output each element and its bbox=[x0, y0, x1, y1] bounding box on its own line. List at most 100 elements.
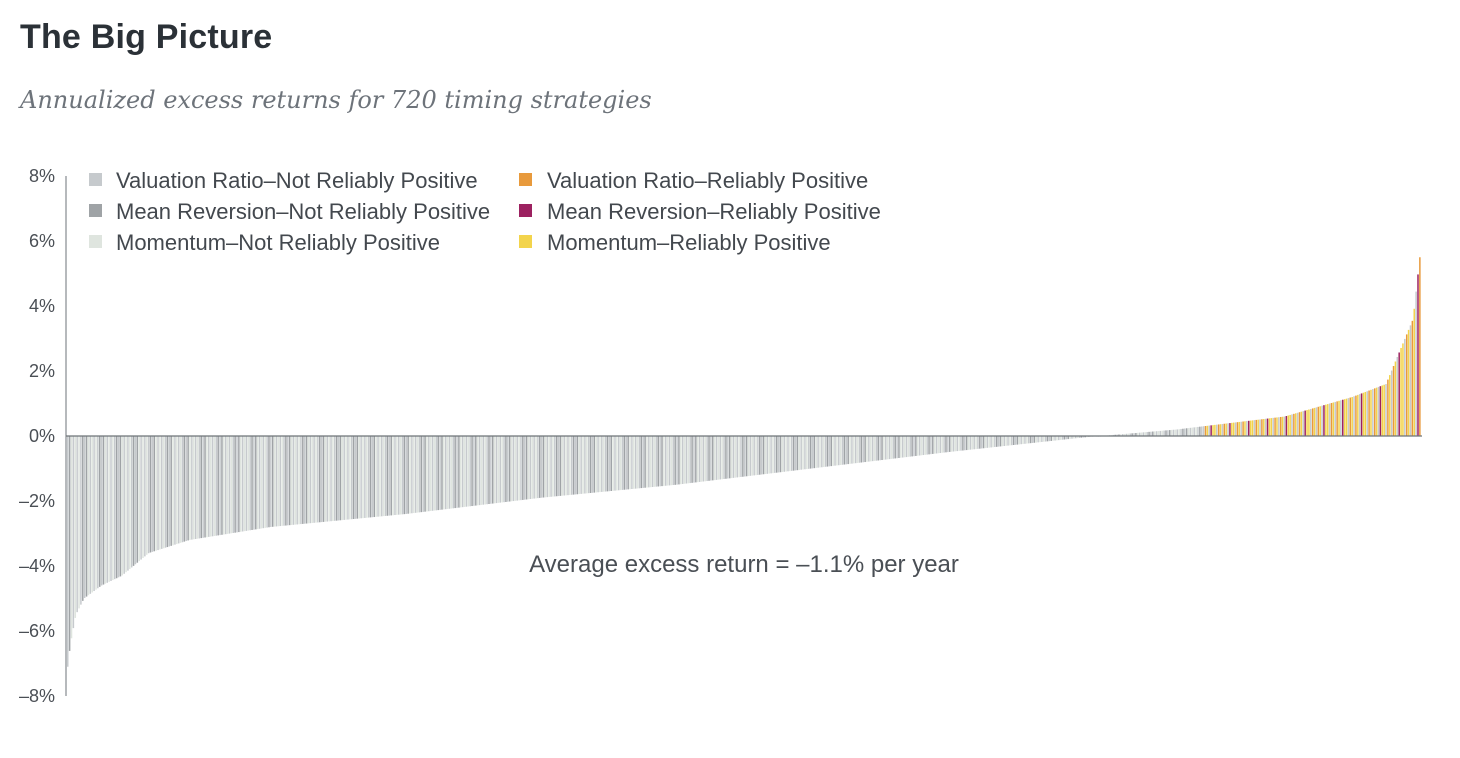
strategy-bar bbox=[1347, 398, 1350, 436]
chart-title: The Big Picture bbox=[20, 18, 273, 56]
strategy-bar bbox=[318, 436, 321, 523]
strategy-bar bbox=[924, 436, 927, 455]
strategy-bar bbox=[181, 436, 184, 543]
strategy-bar bbox=[95, 436, 97, 590]
strategy-bar bbox=[787, 436, 789, 472]
strategy-bar bbox=[507, 436, 509, 502]
strategy-bar bbox=[429, 436, 432, 512]
strategy-bar bbox=[399, 436, 402, 515]
strategy-bar bbox=[681, 436, 684, 484]
strategy-bar bbox=[599, 436, 601, 493]
strategy-bar bbox=[247, 436, 250, 531]
strategy-bar bbox=[114, 436, 116, 580]
strategy-bar bbox=[1152, 431, 1154, 436]
strategy-bar bbox=[984, 436, 987, 449]
strategy-bar bbox=[290, 436, 293, 525]
strategy-bar bbox=[350, 436, 353, 520]
strategy-bar bbox=[356, 436, 359, 519]
strategy-bar bbox=[1208, 425, 1210, 436]
legend-label: Valuation Ratio–Not Reliably Positive bbox=[116, 168, 478, 193]
strategy-bar bbox=[441, 436, 443, 510]
strategy-bar bbox=[1029, 436, 1032, 444]
strategy-bar bbox=[382, 436, 385, 517]
strategy-bar bbox=[851, 436, 853, 464]
strategy-bar bbox=[614, 436, 616, 491]
strategy-bar bbox=[305, 436, 308, 524]
strategy-bar bbox=[1189, 427, 1192, 436]
strategy-bar bbox=[751, 436, 754, 476]
strategy-bar bbox=[922, 436, 925, 456]
strategy-bar bbox=[115, 436, 118, 579]
strategy-bar bbox=[995, 436, 998, 447]
strategy-bar bbox=[168, 436, 171, 547]
strategy-bar bbox=[1364, 391, 1367, 436]
y-tick-label: –8% bbox=[19, 686, 55, 706]
strategy-bar bbox=[240, 436, 242, 532]
y-tick-label: 4% bbox=[29, 296, 55, 316]
strategy-bar bbox=[1225, 423, 1227, 436]
strategy-bar bbox=[548, 436, 550, 497]
strategy-bar bbox=[1212, 425, 1214, 436]
strategy-bar bbox=[456, 436, 458, 508]
strategy-bar bbox=[728, 436, 731, 479]
strategy-bar bbox=[405, 436, 407, 514]
strategy-bar bbox=[215, 436, 218, 536]
strategy-bar bbox=[723, 436, 725, 479]
strategy-bar bbox=[1172, 429, 1175, 436]
strategy-bar bbox=[388, 436, 391, 516]
strategy-bar bbox=[1074, 436, 1077, 439]
strategy-bar bbox=[606, 436, 609, 492]
strategy-bar bbox=[1375, 387, 1378, 436]
strategy-bar bbox=[774, 436, 776, 473]
strategy-bar bbox=[431, 436, 434, 511]
strategy-bar bbox=[824, 436, 827, 467]
strategy-bar bbox=[1200, 426, 1203, 436]
strategy-bar bbox=[764, 436, 767, 475]
strategy-bar bbox=[177, 436, 180, 544]
strategy-bar bbox=[253, 436, 255, 530]
strategy-bar bbox=[915, 436, 917, 456]
strategy-bar bbox=[1257, 419, 1259, 436]
strategy-bar bbox=[753, 436, 755, 476]
strategy-bar bbox=[335, 436, 338, 521]
strategy-bar bbox=[901, 436, 904, 458]
strategy-bar bbox=[877, 436, 880, 461]
strategy-bar bbox=[653, 436, 656, 487]
strategy-bar bbox=[975, 436, 977, 450]
strategy-bar bbox=[232, 436, 234, 533]
strategy-bar bbox=[1169, 430, 1171, 436]
strategy-bar bbox=[582, 436, 584, 494]
strategy-bar bbox=[1161, 430, 1163, 436]
strategy-bar bbox=[1144, 432, 1147, 436]
strategy-bar bbox=[1360, 393, 1363, 436]
strategy-bar bbox=[287, 436, 289, 526]
strategy-bar bbox=[1133, 433, 1135, 436]
strategy-bar bbox=[302, 436, 304, 524]
strategy-bar bbox=[584, 436, 586, 494]
strategy-bar bbox=[1255, 419, 1258, 436]
strategy-bar bbox=[123, 436, 125, 574]
strategy-bar bbox=[104, 436, 107, 584]
strategy-bar bbox=[1148, 431, 1150, 436]
strategy-bar bbox=[868, 436, 870, 462]
strategy-bar bbox=[734, 436, 737, 478]
strategy-bar bbox=[883, 436, 885, 460]
strategy-bar bbox=[403, 436, 406, 515]
strategy-bar bbox=[943, 436, 945, 453]
strategy-bar bbox=[273, 436, 276, 527]
strategy-bar bbox=[593, 436, 596, 493]
strategy-bar bbox=[82, 436, 84, 601]
strategy-bar bbox=[1071, 436, 1073, 439]
strategy-bar bbox=[1033, 436, 1036, 443]
strategy-bar bbox=[279, 436, 281, 527]
strategy-bar bbox=[303, 436, 306, 524]
strategy-bar bbox=[1398, 352, 1400, 436]
strategy-bar bbox=[649, 436, 652, 488]
strategy-bar bbox=[358, 436, 360, 519]
strategy-bar bbox=[1043, 436, 1045, 442]
strategy-bar bbox=[1298, 412, 1301, 436]
strategy-bar bbox=[736, 436, 738, 478]
strategy-bar bbox=[732, 436, 735, 478]
strategy-bar bbox=[179, 436, 182, 543]
strategy-bar bbox=[860, 436, 863, 463]
